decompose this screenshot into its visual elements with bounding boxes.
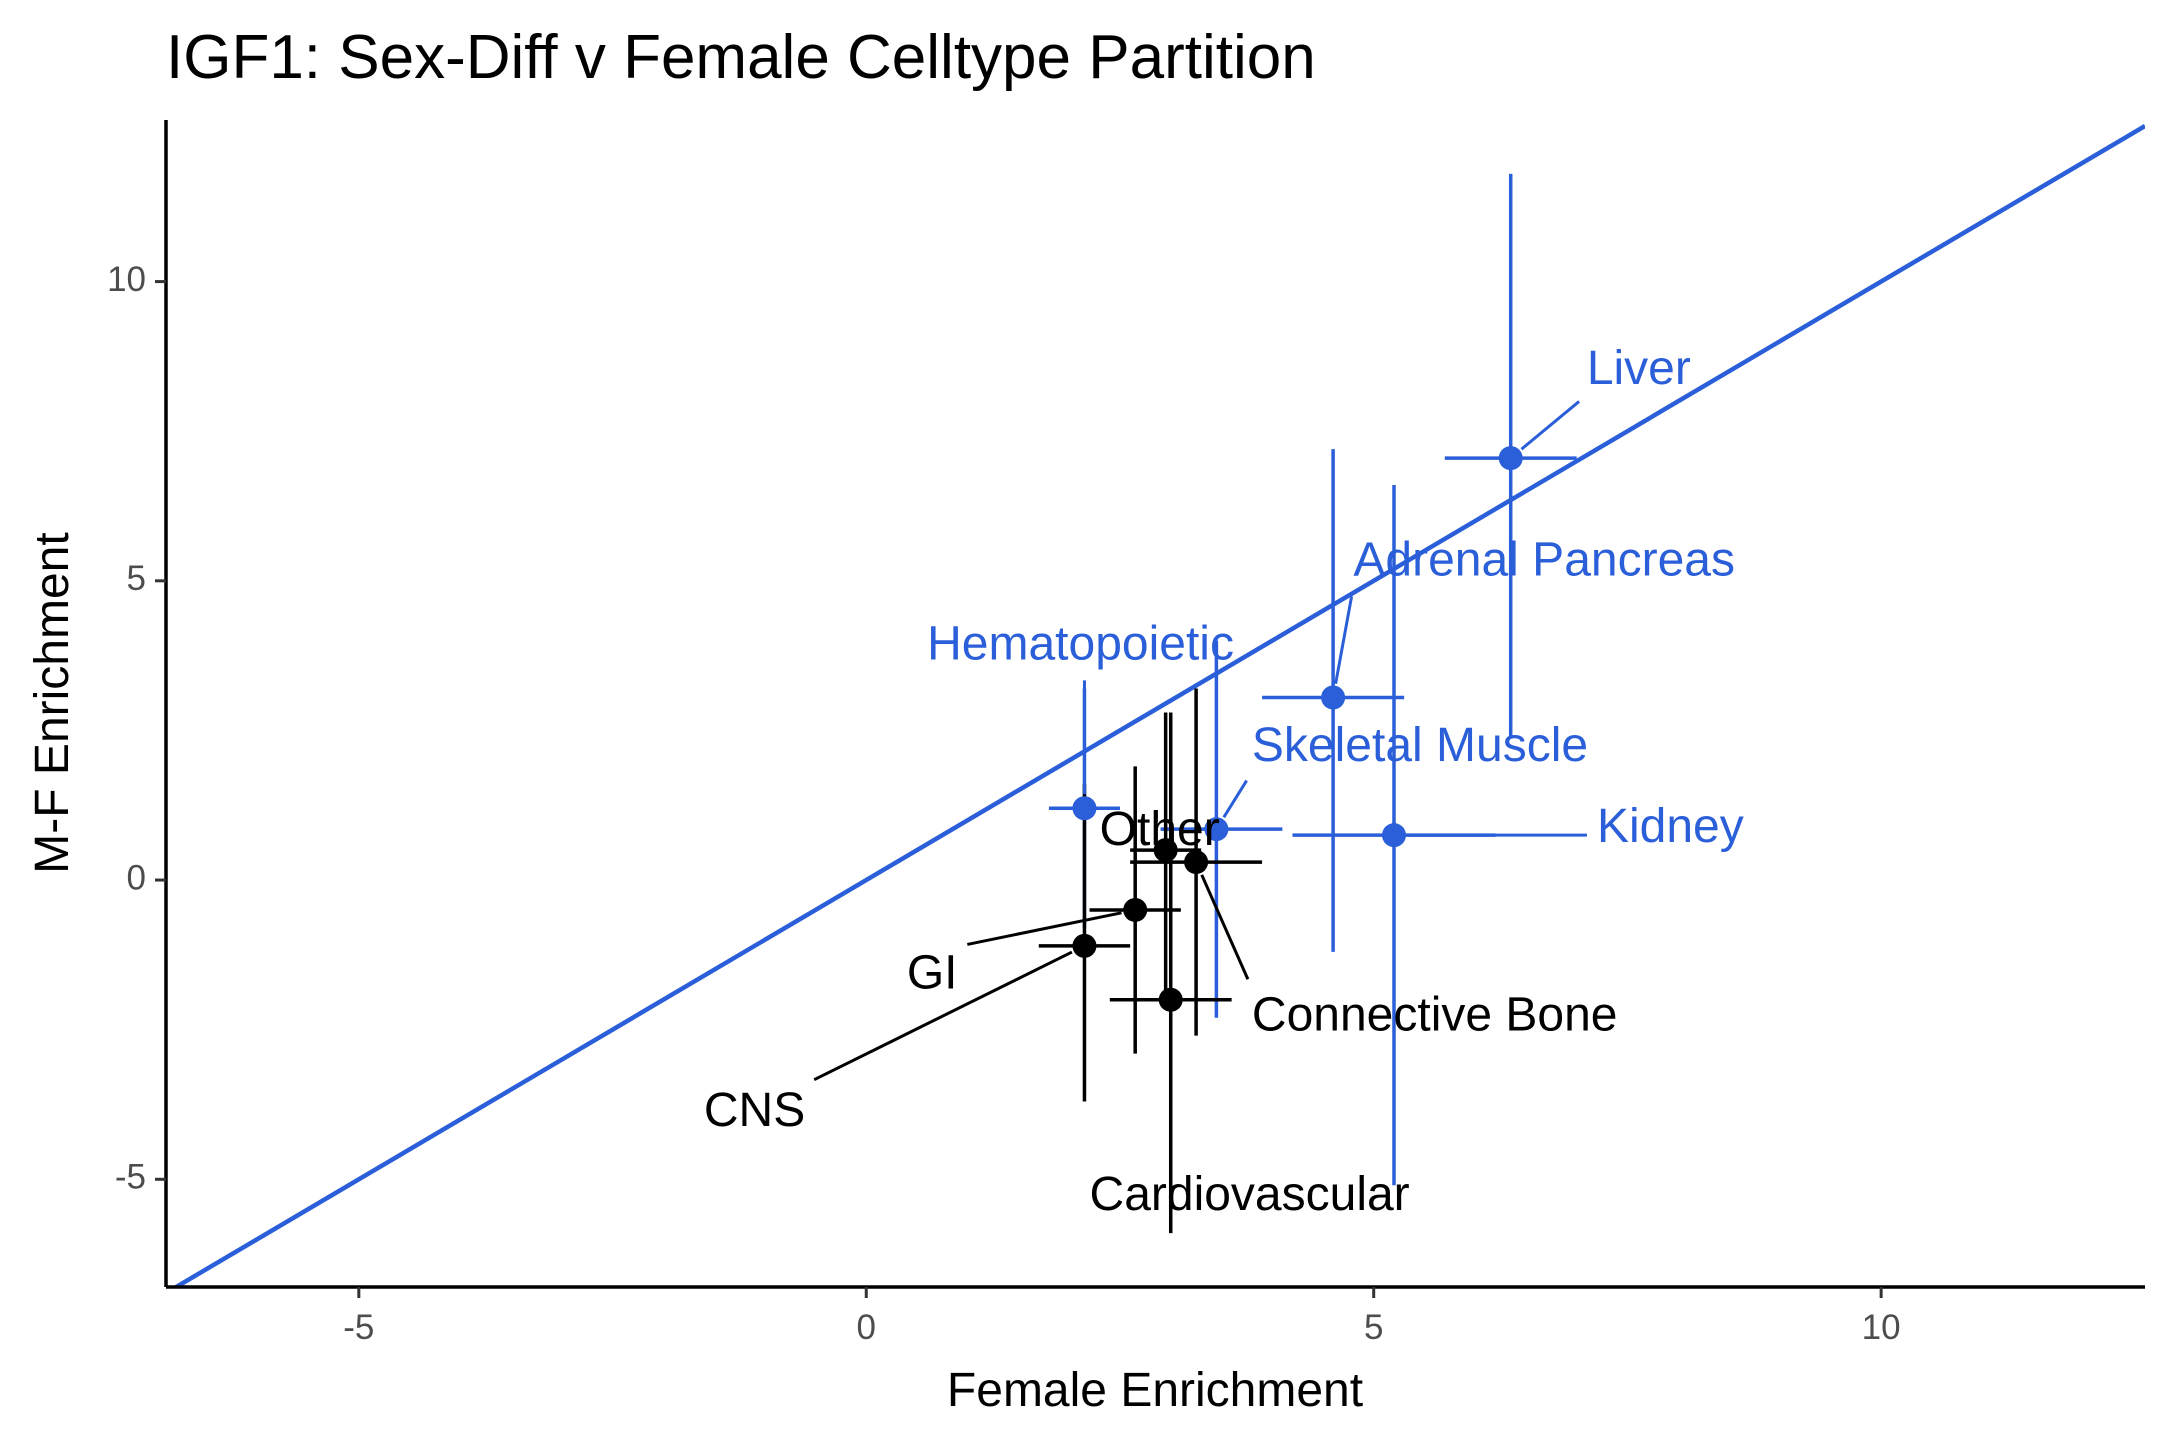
reference-line <box>171 124 2145 1287</box>
data-point <box>1204 817 1229 842</box>
chart-title: IGF1: Sex-Diff v Female Celltype Partiti… <box>166 23 1316 92</box>
label-leader-line <box>967 911 1122 946</box>
label-leader-line <box>1222 779 1248 819</box>
y-axis-ticks: -5 0 5 10 <box>107 260 166 1197</box>
x-axis-ticks: -5 0 5 10 <box>343 1287 1901 1347</box>
x-tick-label: 10 <box>1862 1308 1901 1347</box>
label-leader-line <box>1520 400 1581 451</box>
data-point <box>1072 933 1097 958</box>
point-label: Hematopoietic <box>927 617 1234 670</box>
x-tick-label: 0 <box>857 1308 876 1347</box>
data-point <box>1158 987 1183 1012</box>
label-leader-line <box>1200 874 1250 980</box>
data-point <box>1498 446 1523 471</box>
y-tick-label: 5 <box>127 559 146 598</box>
y-tick-label: 0 <box>127 858 146 897</box>
data-point <box>1123 897 1148 922</box>
label-leader-line <box>1334 596 1354 685</box>
y-axis-title: M-F Enrichment <box>26 532 79 873</box>
plot-area: Liver Adrenal Pancreas Hematopoietic Skelet… <box>171 124 2145 1287</box>
point-label: Liver <box>1587 342 1691 395</box>
data-point <box>1321 685 1346 710</box>
label-leader-line <box>813 950 1073 1082</box>
point-label: Adrenal Pancreas <box>1353 534 1735 587</box>
data-point <box>1153 838 1178 863</box>
point-label: GI <box>907 946 958 999</box>
y-tick-label: -5 <box>115 1158 146 1197</box>
x-axis-title: Female Enrichment <box>947 1364 1363 1417</box>
point-label: Kidney <box>1597 800 1744 853</box>
data-point <box>1381 823 1406 848</box>
y-tick-label: 10 <box>107 260 146 299</box>
point-label: CNS <box>704 1084 805 1137</box>
point-label: Connective Bone <box>1252 988 1618 1041</box>
data-point <box>1072 796 1097 821</box>
x-tick-label: -5 <box>343 1308 374 1347</box>
x-tick-label: 5 <box>1364 1308 1383 1347</box>
point-label: Cardiovascular <box>1090 1168 1410 1221</box>
data-point <box>1184 850 1209 875</box>
point-label: Skeletal Muscle <box>1252 719 1588 772</box>
point-label: Other <box>1100 803 1220 856</box>
